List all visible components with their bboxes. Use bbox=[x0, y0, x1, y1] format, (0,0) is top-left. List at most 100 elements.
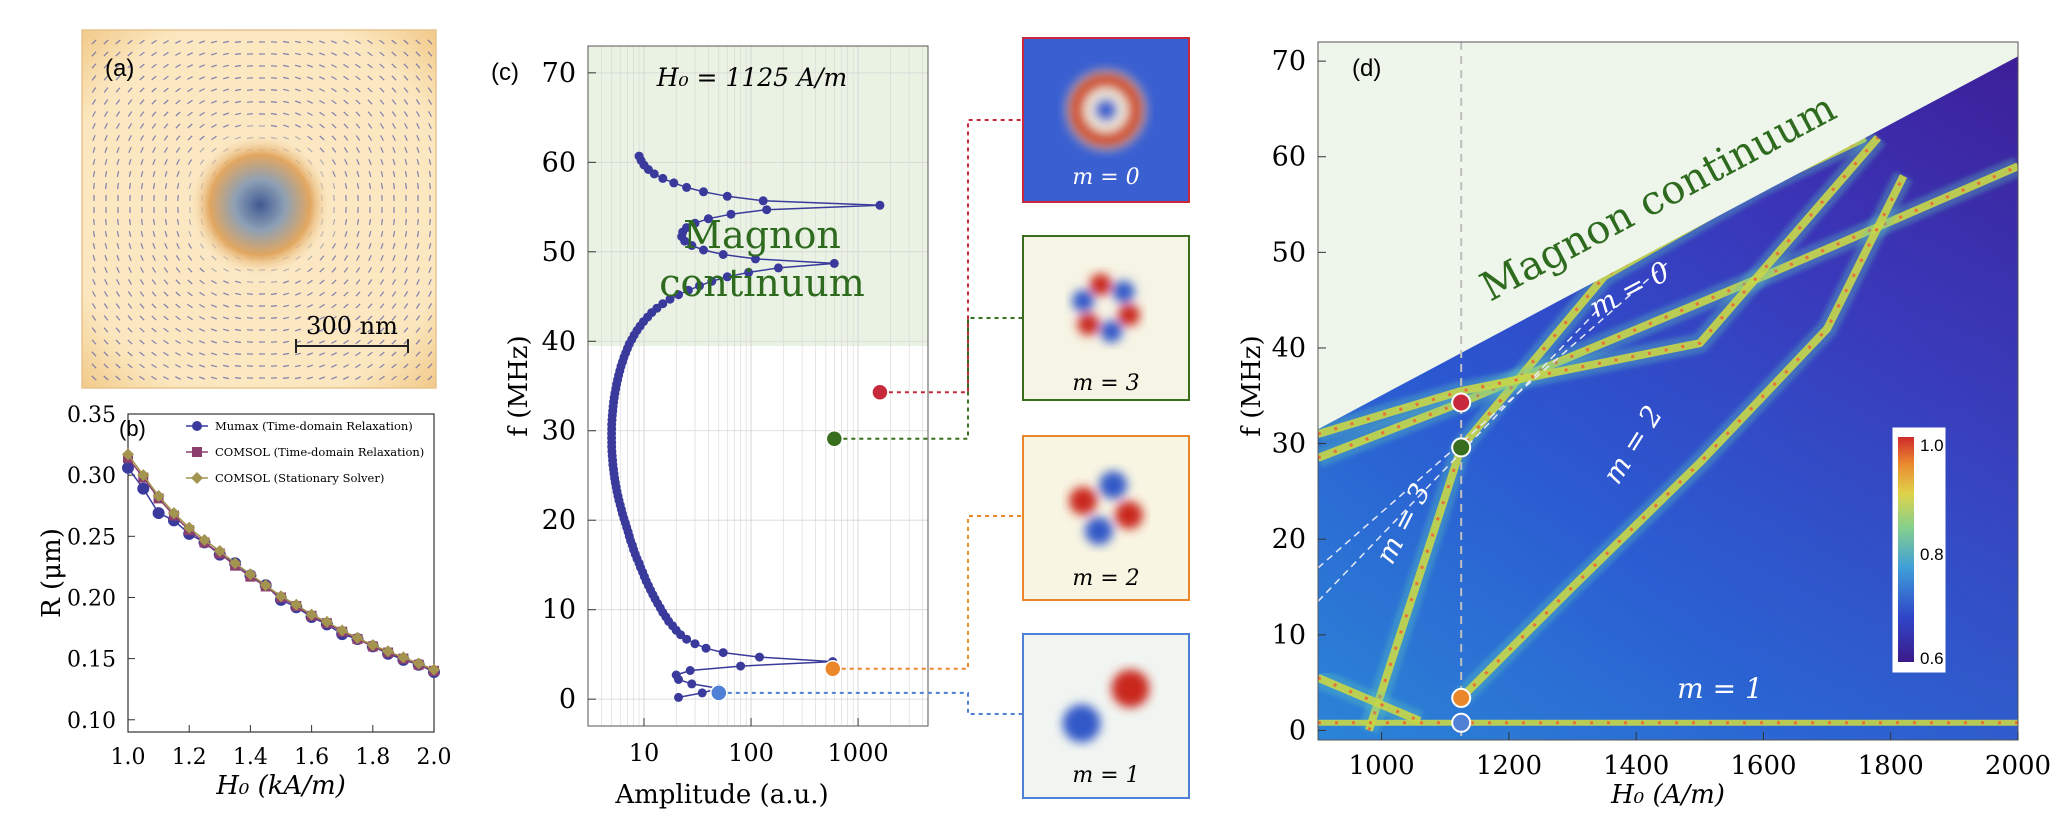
arrow bbox=[188, 182, 192, 190]
arrow bbox=[415, 75, 421, 81]
arrow bbox=[355, 75, 361, 81]
plot-c-xlabel: Amplitude (a.u.) bbox=[614, 780, 828, 810]
arrow bbox=[355, 267, 361, 273]
arrow bbox=[210, 76, 218, 80]
panel-c-label: (c) bbox=[491, 59, 519, 86]
arrow bbox=[103, 339, 109, 345]
arrow bbox=[103, 111, 109, 117]
arrow bbox=[380, 158, 384, 166]
arrow bbox=[234, 280, 242, 284]
arrow bbox=[164, 218, 168, 226]
arrow bbox=[91, 51, 97, 57]
arrow bbox=[103, 51, 109, 57]
arrow bbox=[381, 218, 383, 226]
arrow bbox=[222, 328, 230, 332]
arrow bbox=[368, 182, 372, 190]
arrow bbox=[163, 327, 169, 333]
arrow bbox=[355, 339, 361, 345]
arrow bbox=[211, 123, 217, 129]
heatmap-marker bbox=[1451, 392, 1472, 413]
arrow bbox=[176, 230, 180, 238]
arrow bbox=[91, 327, 97, 333]
data-point bbox=[259, 579, 272, 592]
lobe bbox=[1077, 313, 1100, 336]
arrow bbox=[318, 352, 326, 356]
x-tick-label: 1000 bbox=[828, 739, 889, 767]
arrow bbox=[140, 267, 144, 273]
arrow bbox=[379, 123, 385, 129]
arrow bbox=[416, 158, 420, 166]
profile-background bbox=[1023, 236, 1189, 400]
profile-pattern bbox=[1062, 669, 1150, 743]
arrow bbox=[92, 147, 96, 153]
arrow bbox=[404, 230, 408, 238]
arrow bbox=[91, 39, 97, 45]
arrow bbox=[151, 279, 157, 285]
spectrum-point bbox=[726, 209, 736, 219]
arrow bbox=[222, 316, 230, 320]
arrow bbox=[331, 99, 337, 105]
arrow bbox=[151, 351, 157, 357]
arrow bbox=[234, 41, 242, 43]
arrow bbox=[128, 230, 132, 238]
arrow bbox=[270, 305, 278, 307]
dispersion-guide-line bbox=[1318, 261, 1669, 569]
arrow bbox=[282, 328, 290, 332]
arrow bbox=[152, 242, 156, 250]
arrow bbox=[104, 146, 108, 154]
arrow bbox=[332, 218, 336, 226]
arrow bbox=[391, 75, 397, 81]
x-tick-label: 1400 bbox=[1603, 751, 1669, 781]
arrow bbox=[234, 377, 242, 379]
arrow bbox=[367, 111, 373, 117]
arrow bbox=[319, 88, 325, 92]
spectrum-point bbox=[687, 679, 697, 689]
arrow bbox=[294, 292, 302, 296]
y-tick-label: 0.25 bbox=[67, 525, 116, 550]
arrow bbox=[331, 147, 337, 153]
arrow bbox=[391, 51, 397, 57]
arrow bbox=[128, 242, 132, 250]
x-tick-label: 1.0 bbox=[111, 745, 146, 770]
arrow bbox=[139, 315, 145, 321]
arrow bbox=[403, 315, 409, 321]
arrow bbox=[175, 123, 181, 129]
data-point bbox=[397, 651, 410, 664]
arrow bbox=[103, 39, 109, 45]
data-point bbox=[366, 639, 379, 652]
x-tick-label: 1.6 bbox=[294, 745, 329, 770]
arrow bbox=[343, 315, 349, 321]
arrow bbox=[139, 351, 145, 357]
arrow bbox=[198, 52, 206, 56]
arrow bbox=[428, 230, 432, 238]
arrow bbox=[343, 291, 349, 297]
arrow bbox=[152, 170, 156, 178]
arrow bbox=[331, 75, 337, 81]
arrow bbox=[319, 255, 325, 261]
legend-item-comsol-stationary: COMSOL (Stationary Solver) bbox=[186, 471, 384, 485]
arrow bbox=[163, 255, 169, 261]
arrow bbox=[403, 51, 409, 57]
arrow bbox=[163, 376, 169, 380]
continuum-label-line1: Magnon bbox=[683, 213, 841, 257]
mode-profile-label: m = 3 bbox=[1072, 371, 1139, 396]
lobe bbox=[1111, 669, 1150, 708]
arrow bbox=[175, 40, 181, 44]
arrow bbox=[199, 147, 205, 153]
y-tick-label: 20 bbox=[1272, 524, 1306, 555]
legend-item-comsol-time: COMSOL (Time-domain Relaxation) bbox=[186, 445, 424, 459]
arrow bbox=[116, 254, 120, 262]
arrow bbox=[117, 218, 119, 226]
arrow bbox=[319, 267, 325, 273]
colorbar-tick: 0.8 bbox=[1920, 545, 1944, 564]
arrow bbox=[294, 304, 302, 308]
arrow bbox=[234, 124, 242, 128]
legend-label: COMSOL (Time-domain Relaxation) bbox=[215, 445, 424, 459]
arrow bbox=[139, 327, 145, 333]
arrow bbox=[115, 339, 121, 345]
arrow bbox=[128, 135, 132, 141]
arrow bbox=[103, 291, 109, 297]
arrow bbox=[404, 158, 408, 166]
arrow bbox=[104, 279, 108, 285]
spectrum-point bbox=[722, 191, 732, 201]
